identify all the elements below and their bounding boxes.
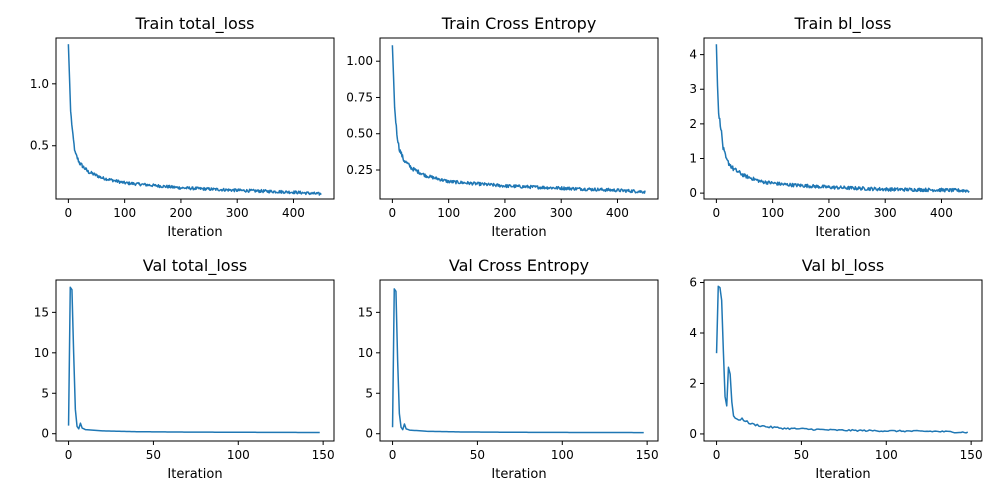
y-tick-label: 1.00: [346, 54, 373, 68]
subplot-6: Val bl_loss 0 50 100 150 0 2 4 6 Iteration: [689, 256, 982, 482]
y-tick-label: 0.25: [346, 163, 373, 177]
series-line: [391, 45, 646, 194]
x-tick-label: 0: [65, 206, 73, 220]
y-tick-label: 15: [358, 305, 373, 319]
x-tick-label: 50: [470, 448, 485, 462]
x-tick-label: 300: [550, 206, 573, 220]
y-tick-label: 10: [34, 346, 49, 360]
chart-title: Val total_loss: [143, 256, 248, 276]
plot-frame: [55, 279, 335, 442]
x-tick-label: 300: [874, 206, 897, 220]
x-tick-label: 0: [713, 206, 721, 220]
y-tick-label: 4: [689, 48, 697, 62]
x-axis-label: Iteration: [167, 467, 222, 482]
plot-frame: [55, 37, 335, 200]
subplot-4: Val total_loss 0 50 100 150 0 5 10 15 Iteration: [34, 256, 335, 482]
x-tick-label: 400: [930, 206, 953, 220]
y-tick-label: 0: [365, 427, 373, 441]
y-tick-label: 0.5: [30, 139, 49, 153]
x-tick-label: 150: [312, 448, 335, 462]
y-tick-label: 5: [365, 386, 373, 400]
x-tick-label: 100: [227, 448, 250, 462]
x-tick-label: 0: [713, 448, 721, 462]
plot-frame: [703, 279, 983, 442]
x-tick-label: 100: [875, 448, 898, 462]
x-tick-label: 200: [817, 206, 840, 220]
x-tick-label: 100: [761, 206, 784, 220]
x-tick-label: 50: [794, 448, 809, 462]
y-tick-label: 4: [689, 326, 697, 340]
subplot-2: Train Cross Entropy 0 100 200 300 400 0.25 0.50…: [346, 14, 659, 240]
chart-title: Train bl_loss: [794, 14, 892, 34]
x-tick-label: 400: [606, 206, 629, 220]
y-tick-label: 0.50: [346, 127, 373, 141]
y-tick-label: 1.0: [30, 77, 49, 91]
chart-title: Val bl_loss: [802, 256, 885, 276]
x-tick-label: 200: [493, 206, 516, 220]
x-tick-label: 200: [169, 206, 192, 220]
plot-frame: [703, 37, 983, 200]
x-axis-label: Iteration: [167, 225, 222, 240]
plot-frame: [379, 37, 659, 200]
chart-title: Train total_loss: [135, 14, 255, 34]
series-line: [391, 288, 644, 434]
y-tick-label: 0: [689, 427, 697, 441]
y-tick-label: 3: [689, 82, 697, 96]
x-tick-label: 0: [65, 448, 73, 462]
x-tick-label: 400: [282, 206, 305, 220]
x-axis-label: Iteration: [815, 467, 870, 482]
y-tick-label: 6: [689, 276, 697, 290]
series-line: [715, 285, 969, 434]
y-tick-label: 15: [34, 305, 49, 319]
x-axis-label: Iteration: [815, 225, 870, 240]
y-tick-label: 2: [689, 117, 697, 131]
subplot-5: Val Cross Entropy 0 50 100 150 0 5 10 15 Iteratio…: [358, 256, 659, 482]
chart-title: Train Cross Entropy: [441, 14, 597, 33]
x-tick-label: 50: [146, 448, 161, 462]
x-axis-label: Iteration: [491, 225, 546, 240]
series-line: [715, 44, 970, 193]
x-tick-label: 300: [226, 206, 249, 220]
y-tick-label: 2: [689, 376, 697, 390]
x-tick-label: 0: [389, 448, 397, 462]
x-tick-label: 150: [960, 448, 983, 462]
x-tick-label: 100: [551, 448, 574, 462]
x-axis-label: Iteration: [491, 467, 546, 482]
x-tick-label: 100: [437, 206, 460, 220]
subplot-3: Train bl_loss 0 100 200 300 400 0 1 2 3 4 Iteration: [689, 14, 983, 240]
x-tick-label: 100: [113, 206, 136, 220]
x-tick-label: 0: [389, 206, 397, 220]
y-tick-label: 0: [689, 186, 697, 200]
series-line: [67, 44, 322, 196]
y-tick-label: 10: [358, 346, 373, 360]
y-tick-label: 0: [41, 427, 49, 441]
x-tick-label: 150: [636, 448, 659, 462]
plot-frame: [379, 279, 659, 442]
y-tick-label: 1: [689, 151, 697, 165]
subplot-1: Train total_loss 0 100 200 300 400 0.5 1.0 Itera…: [30, 14, 335, 240]
y-tick-label: 0.75: [346, 90, 373, 104]
chart-title: Val Cross Entropy: [449, 256, 589, 275]
y-tick-label: 5: [41, 386, 49, 400]
series-line: [67, 286, 320, 434]
